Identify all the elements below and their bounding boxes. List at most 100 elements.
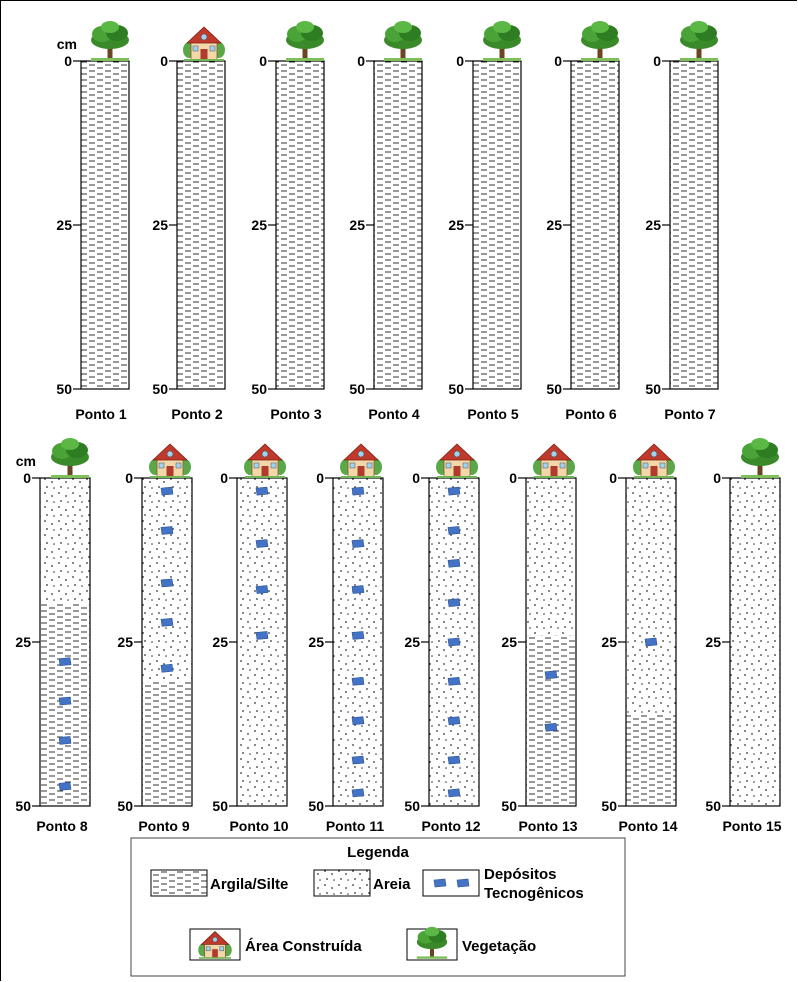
depth-tick-label: 25: [404, 634, 420, 650]
depth-tick-label: 50: [212, 798, 228, 814]
ponto-label: Ponto 3: [270, 406, 322, 422]
depth-tick-label: 0: [412, 470, 420, 486]
layer-argila-silte: [473, 61, 521, 389]
tecnogenic-deposit-mark: [351, 677, 365, 686]
house-icon: [436, 443, 478, 478]
legend-tecno-label-1: Depósitos: [484, 866, 557, 883]
depth-tick-label: 0: [316, 470, 324, 486]
tecnogenic-deposit-mark: [351, 631, 365, 640]
legend-tecno-icon: [433, 878, 470, 888]
ponto-label: Ponto 1: [75, 406, 127, 422]
depth-tick-label: 25: [152, 217, 168, 233]
depth-tick-label: 50: [501, 798, 517, 814]
depth-tick-label: 50: [15, 798, 31, 814]
ponto-label: Ponto 14: [618, 818, 677, 834]
depth-tick-label: 50: [404, 798, 420, 814]
depth-tick-label: 0: [653, 53, 661, 69]
legend-area-construida-label: Área Construída: [245, 938, 362, 955]
depth-tick-label: 25: [15, 634, 31, 650]
layer-areia: [526, 478, 576, 636]
depth-tick-label: 0: [554, 53, 562, 69]
layer-areia: [40, 478, 90, 603]
depth-tick-label: 25: [546, 217, 562, 233]
tecnogenic-deposit-mark: [255, 631, 269, 640]
tecnogenic-deposit-mark: [160, 486, 174, 496]
legend-title: Legenda: [347, 844, 409, 861]
tecnogenic-deposit-mark: [447, 637, 461, 647]
tecnogenic-deposit-mark: [58, 657, 72, 667]
depth-tick-label: 0: [609, 470, 617, 486]
ponto-label: Ponto 9: [138, 818, 190, 834]
tecnogenic-deposit-mark: [447, 788, 461, 798]
tecnogenic-deposit-mark: [58, 781, 72, 791]
tree-icon: [680, 21, 718, 61]
layer-areia: [333, 478, 383, 806]
legend-house-icon: [198, 931, 232, 959]
depth-tick-label: 50: [705, 798, 721, 814]
tecnogenic-deposit-mark: [447, 598, 461, 607]
tree-icon: [483, 21, 521, 61]
house-icon: [533, 443, 575, 478]
legend-tecno-label-2: Tecnogênicos: [484, 885, 584, 902]
layer-argila-silte: [571, 61, 619, 389]
depth-tick-label: 50: [152, 381, 168, 397]
layer-areia: [626, 478, 676, 715]
depth-tick-label: 50: [546, 381, 562, 397]
depth-tick-label: 0: [125, 470, 133, 486]
ponto-label: Ponto 2: [171, 406, 223, 422]
legend-argila-label: Argila/Silte: [210, 876, 288, 893]
depth-tick-label: 25: [117, 634, 133, 650]
depth-tick-label: 0: [713, 470, 721, 486]
layer-areia: [730, 478, 780, 806]
unit-label-cm: cm: [57, 36, 77, 52]
depth-tick-label: 0: [456, 53, 464, 69]
depth-tick-label: 50: [56, 381, 72, 397]
depth-tick-label: 25: [308, 634, 324, 650]
ponto-label: Ponto 11: [326, 818, 385, 834]
depth-tick-label: 50: [601, 798, 617, 814]
depth-tick-label: 0: [23, 470, 31, 486]
depth-tick-label: 50: [117, 798, 133, 814]
depth-tick-label: 0: [64, 53, 72, 69]
depth-tick-label: 25: [212, 634, 228, 650]
tree-icon: [91, 21, 129, 61]
tecnogenic-deposit-mark: [351, 788, 365, 798]
legend: Legenda Argila/Silte Areia Depósitos Tec…: [130, 837, 626, 977]
tecnogenic-deposit-mark: [160, 578, 174, 588]
tecnogenic-deposit-mark: [447, 755, 461, 765]
tecnogenic-deposit-mark: [351, 585, 365, 594]
depth-tick-label: 50: [349, 381, 365, 397]
layer-argila-silte: [374, 61, 422, 389]
tecnogenic-deposit-mark: [447, 716, 461, 726]
layer-areia: [237, 478, 287, 806]
layer-argila-silte: [526, 635, 576, 806]
soil-profile: 0 25 50 Ponto 8 cm: [15, 438, 91, 834]
legend-argila-swatch: [150, 869, 208, 897]
layer-argila-silte: [81, 61, 129, 389]
legend-tecno-swatch: [422, 869, 480, 897]
ponto-label: Ponto 12: [421, 818, 480, 834]
depth-tick-label: 25: [601, 634, 617, 650]
tecnogenic-deposit-mark: [58, 736, 72, 745]
tecnogenic-deposit-mark: [160, 526, 174, 535]
tecnogenic-deposit-mark: [255, 539, 269, 548]
tree-icon: [286, 21, 324, 61]
layer-argila-silte: [142, 681, 192, 806]
legend-tree-icon: [416, 926, 448, 959]
tecnogenic-deposit-mark: [447, 558, 461, 568]
depth-tick-label: 50: [308, 798, 324, 814]
layer-argila-silte: [670, 61, 718, 389]
house-icon: [244, 443, 286, 478]
legend-vegetacao-label: Vegetação: [462, 938, 536, 955]
tecnogenic-deposit-mark: [456, 878, 470, 888]
